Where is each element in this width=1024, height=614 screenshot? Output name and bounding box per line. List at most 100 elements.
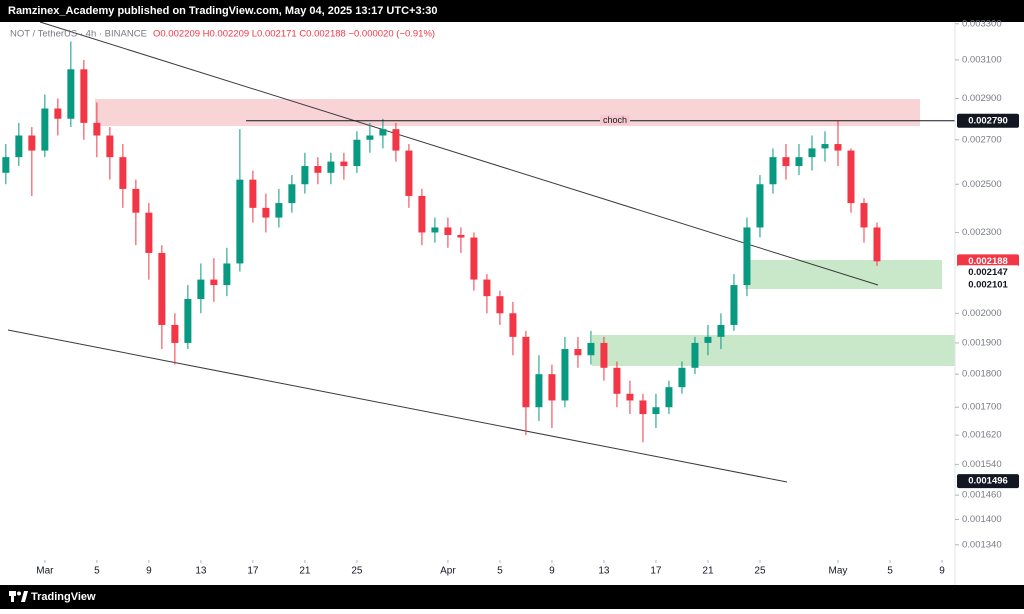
candle-body (743, 227, 751, 286)
y-tick-label: 0.001800 (962, 369, 1002, 380)
y-tick-label: 0.001700 (962, 402, 1002, 413)
candle-body (132, 188, 140, 213)
candle-body (678, 367, 686, 388)
x-tick-label: 21 (299, 566, 311, 577)
candle-body (249, 179, 257, 208)
footer-brand: TradingView (31, 591, 96, 603)
y-tick-label: 0.002300 (962, 227, 1002, 238)
candle-body (288, 184, 296, 204)
candle-body (2, 157, 10, 173)
candle-body (795, 157, 803, 167)
candle-body (67, 69, 75, 119)
logo (9, 591, 28, 602)
candle-body (405, 150, 413, 196)
candle-body (756, 184, 764, 228)
y-tick-label: 0.003300 (962, 18, 1002, 29)
price-label: 0.002147 (968, 267, 1008, 278)
candle-body (730, 285, 738, 325)
header-bar (0, 0, 1024, 22)
candle-body (509, 313, 517, 337)
legend-symbol: NOT / TetherUS · 4h · BINANCE (10, 29, 147, 40)
candle-body (639, 400, 647, 415)
candle-body (236, 179, 244, 264)
price-label: 0.002101 (968, 279, 1008, 290)
candle-body (106, 135, 114, 158)
x-tick-label: 5 (887, 566, 893, 577)
candle-body (717, 324, 725, 337)
price-label-box (957, 254, 1019, 269)
candle-body (873, 227, 881, 262)
candle-body (431, 227, 439, 233)
candle-body (392, 129, 400, 151)
candle-body (548, 374, 556, 401)
candle-body (145, 212, 153, 253)
annotation: choch (603, 115, 627, 125)
candle-body (28, 135, 36, 151)
candle-body (93, 122, 101, 136)
candle-body (223, 263, 231, 286)
price-label-box (957, 265, 1019, 280)
y-tick-label: 0.002500 (962, 179, 1002, 190)
candle-body (470, 237, 478, 280)
y-tick-label: 0.002700 (962, 134, 1002, 145)
candle-body (15, 135, 23, 158)
candle-body (275, 203, 283, 218)
candle-body (327, 161, 335, 173)
y-tick-label: 0.001900 (962, 337, 1002, 348)
candle-body (626, 393, 634, 401)
x-tick-label: Mar (36, 566, 54, 577)
y-tick-label: 0.001400 (962, 514, 1002, 525)
y-tick-label: 0.001340 (962, 539, 1002, 550)
candle-body (158, 252, 166, 325)
candle-body (704, 336, 712, 343)
candle-body (808, 148, 816, 158)
candle-body (184, 298, 192, 343)
demand-zone (592, 335, 957, 366)
candle-body (769, 157, 777, 185)
candle-body (522, 336, 530, 408)
y-tick-label: 0.003100 (962, 54, 1002, 65)
y-tick-label: 0.001620 (962, 430, 1002, 441)
candle-body (379, 129, 387, 136)
candle-body (54, 108, 62, 119)
x-tick-label: 25 (351, 566, 363, 577)
x-tick-label: 17 (247, 566, 259, 577)
candle-body (665, 387, 673, 408)
candle-body (457, 234, 465, 238)
candle-body (418, 195, 426, 233)
x-tick-label: 9 (549, 566, 555, 577)
candle-body (340, 161, 348, 167)
candle-body (847, 150, 855, 204)
candle-body (613, 367, 621, 394)
candle-body (210, 279, 218, 286)
y-tick-label: 0.001540 (962, 459, 1002, 470)
candle-body (483, 279, 491, 297)
y-tick-label: 0.001460 (962, 490, 1002, 501)
candle-body (262, 207, 270, 218)
candle-body (314, 166, 322, 173)
candle-body (587, 342, 595, 356)
x-tick-label: May (829, 566, 848, 577)
price-label: 0.002790 (968, 115, 1008, 126)
price-label-box (957, 474, 1019, 489)
candle-body (444, 227, 452, 235)
footer-bar (0, 585, 1024, 609)
y-tick-label: 0.002000 (962, 308, 1002, 319)
x-tick-label: 9 (939, 566, 945, 577)
candle-body (496, 296, 504, 314)
candle-body (561, 349, 569, 401)
x-tick-label: 13 (195, 566, 207, 577)
trend-line (7, 329, 788, 483)
x-tick-label: 25 (754, 566, 766, 577)
candle-body (691, 342, 699, 368)
candle-body (80, 69, 88, 123)
price-label: 0.002188 (968, 256, 1008, 267)
price-label: 0.001496 (968, 476, 1008, 487)
candle-body (600, 342, 608, 368)
candle-body (171, 324, 179, 343)
candle-body (652, 407, 660, 415)
supply-zone (95, 99, 920, 126)
candle-body (821, 144, 829, 149)
